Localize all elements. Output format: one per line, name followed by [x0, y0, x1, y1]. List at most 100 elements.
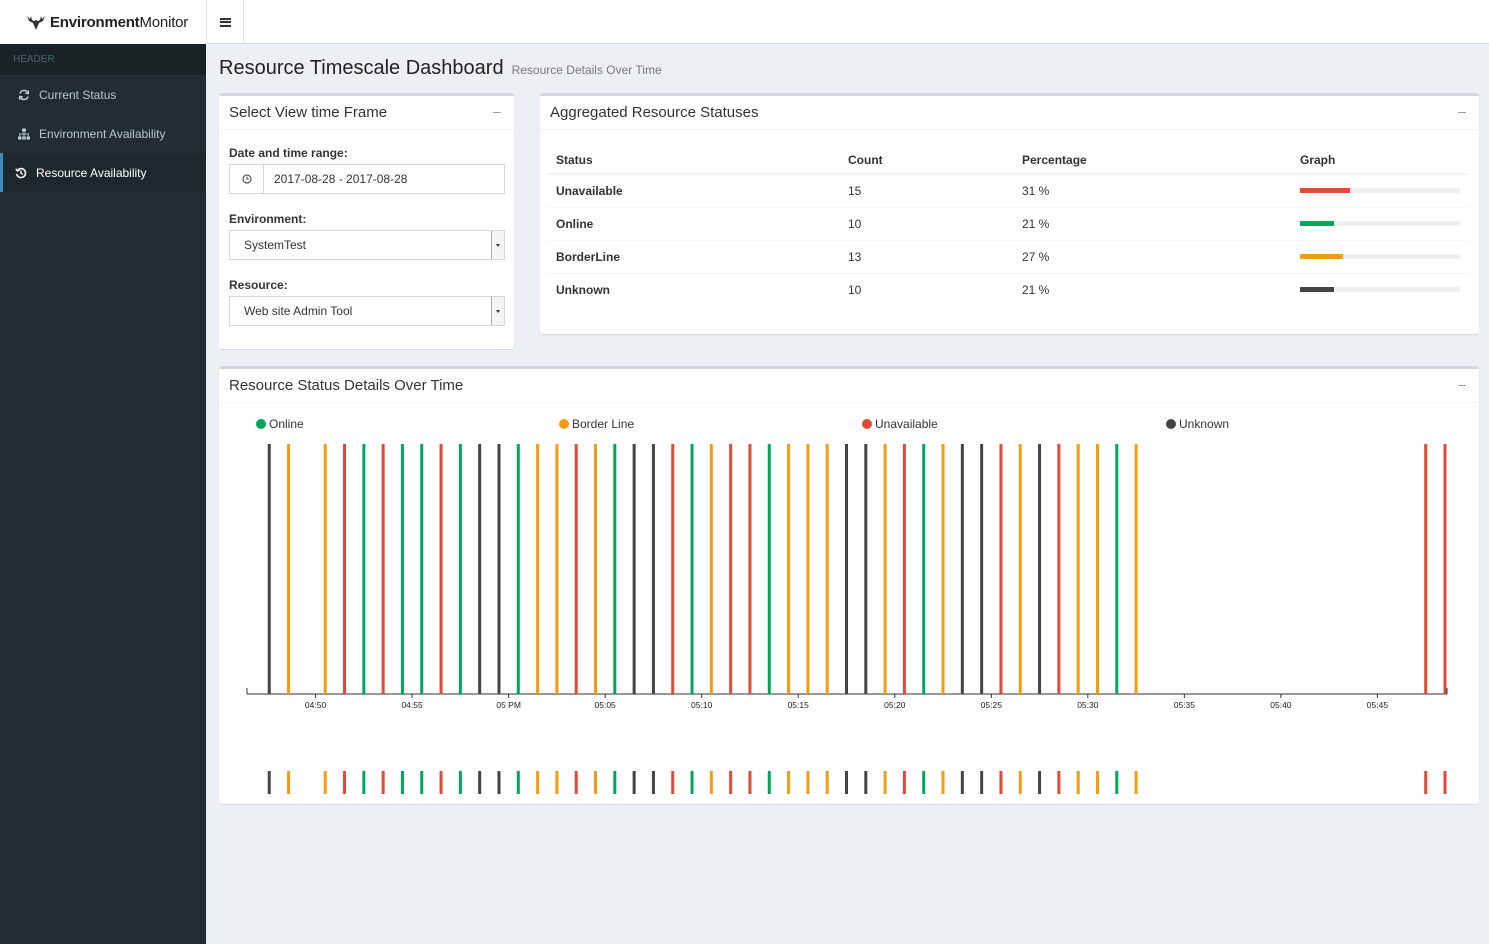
status-cell: Online: [548, 207, 840, 241]
resource-label: Resource:: [229, 278, 288, 292]
timeline-bar: [1038, 444, 1042, 694]
box-header: Aggregated Resource Statuses: [540, 96, 1479, 130]
timeline-bar: [999, 444, 1003, 694]
environment-select[interactable]: SystemTest: [229, 230, 505, 260]
box-title: Resource Status Details Over Time: [229, 377, 464, 394]
timeline-bar: [806, 444, 810, 694]
timeline-bar: [864, 444, 868, 694]
sidebar-item-resource-availability[interactable]: Resource Availability: [0, 153, 206, 192]
chevron-down-icon: [491, 297, 504, 325]
date-range-value: 2017-08-28 - 2017-08-28: [274, 172, 408, 186]
timeline-bar: [1076, 771, 1080, 794]
legend-item-online[interactable]: Online: [256, 417, 304, 431]
timeline-bar: [980, 444, 984, 694]
box-header: Resource Status Details Over Time: [219, 369, 1479, 403]
aggregated-statuses-box: Aggregated Resource Statuses Status Coun…: [540, 93, 1479, 334]
timeline-bar: [1443, 444, 1447, 694]
timeline-bar: [1424, 444, 1428, 694]
timeline-bar: [613, 444, 617, 694]
timeline-bar: [902, 771, 906, 794]
date-range-input[interactable]: 2017-08-28 - 2017-08-28: [229, 164, 505, 194]
minus-icon: [493, 111, 501, 114]
progress-bar: [1300, 188, 1460, 194]
timeline-bar: [287, 444, 291, 694]
page-header: Resource Timescale Dashboard Resource De…: [219, 57, 662, 80]
legend-item-border-line[interactable]: Border Line: [559, 417, 634, 431]
graph-cell: [1292, 273, 1468, 306]
box-header: Select View time Frame: [219, 96, 514, 130]
percentage-cell: 21 %: [1014, 207, 1292, 241]
clock-icon: [230, 165, 264, 193]
timeline-bar: [613, 771, 617, 794]
timeline-bar: [267, 444, 271, 694]
minus-icon: [1458, 384, 1466, 387]
timeline-bar: [787, 771, 791, 794]
timeline-bar: [632, 771, 636, 794]
percentage-cell: 27 %: [1014, 240, 1292, 274]
app-logo[interactable]: EnvironmentMonitor: [0, 0, 206, 44]
timeline-bar: [478, 444, 482, 694]
main-content: Resource Timescale Dashboard Resource De…: [206, 44, 1489, 944]
sidebar-item-current-status[interactable]: Current Status: [0, 75, 206, 114]
timeline-bar: [748, 771, 752, 794]
progress-fill: [1300, 188, 1350, 194]
collapse-button[interactable]: [1455, 106, 1469, 120]
timeline-bar: [497, 771, 501, 794]
moose-logo-icon: [27, 16, 45, 30]
sidebar-item-label: Current Status: [39, 87, 117, 102]
legend-dot-icon: [1166, 419, 1176, 429]
x-tick-label: 05:15: [788, 700, 810, 710]
progress-bar: [1300, 221, 1460, 226]
collapse-button[interactable]: [490, 106, 504, 120]
percentage-cell: 21 %: [1022, 282, 1050, 297]
legend-label: Border Line: [572, 417, 635, 431]
timeline-bar: [458, 771, 462, 794]
collapse-button[interactable]: [1455, 379, 1469, 393]
table-row: Unknown 10 21 %: [548, 273, 1468, 306]
timeline-bar: [902, 444, 906, 694]
legend-item-unavailable[interactable]: Unavailable: [862, 417, 938, 431]
timeline-bar: [980, 771, 984, 794]
progress-fill: [1300, 287, 1334, 293]
legend-item-unknown[interactable]: Unknown: [1166, 417, 1229, 431]
progress-fill: [1300, 254, 1344, 259]
graph-cell: [1292, 174, 1468, 208]
timeline-bar: [1134, 444, 1138, 694]
timeline-bar: [400, 444, 404, 694]
graph-cell: [1292, 207, 1468, 241]
x-tick-label: 05:30: [1077, 700, 1099, 710]
timeline-bar: [1095, 444, 1099, 694]
timeline-bar: [439, 771, 443, 794]
x-tick-label: 05:20: [884, 700, 906, 710]
timeline-bar: [400, 771, 404, 794]
timeline-bar: [1038, 771, 1042, 794]
timeline-bar: [555, 444, 559, 694]
timeline-bar: [362, 771, 366, 794]
timeline-bar: [362, 444, 366, 694]
timeline-bar: [381, 771, 385, 794]
chevron-down-icon: [491, 231, 504, 259]
app-name: EnvironmentMonitor: [50, 13, 189, 31]
resource-select[interactable]: Web site Admin Tool: [229, 296, 505, 326]
timeline-bar: [323, 444, 327, 694]
timeline-bar: [536, 771, 540, 794]
timeline-bar: [787, 444, 791, 694]
sidebar-item-label: Environment Availability: [39, 126, 166, 141]
box-title: Select View time Frame: [229, 104, 388, 121]
timeline-bar: [1115, 444, 1119, 694]
timeline-chart[interactable]: 04:50 04:55 05 PM 05:05 05:10 05:15 05:20 05:25…: [229, 444, 1469, 794]
count-cell: 15: [840, 174, 1014, 208]
timeline-bar: [287, 771, 291, 794]
status-cell: Unavailable: [548, 174, 840, 208]
timeline-bar: [1424, 771, 1428, 794]
timeline-bar: [690, 771, 694, 794]
x-tick-label: 05 PM: [496, 700, 521, 710]
timeline-bar: [458, 444, 462, 694]
timeline-bar: [478, 771, 482, 794]
resource-value: Web site Admin Tool: [244, 304, 353, 318]
sidebar-item-environment-availability[interactable]: Environment Availability: [0, 114, 206, 153]
legend-label: Unknown: [1179, 417, 1230, 431]
column-header-status: Status: [548, 146, 840, 175]
sidebar-toggle-button[interactable]: [206, 0, 244, 44]
sidebar-item-label: Resource Availability: [36, 165, 147, 180]
